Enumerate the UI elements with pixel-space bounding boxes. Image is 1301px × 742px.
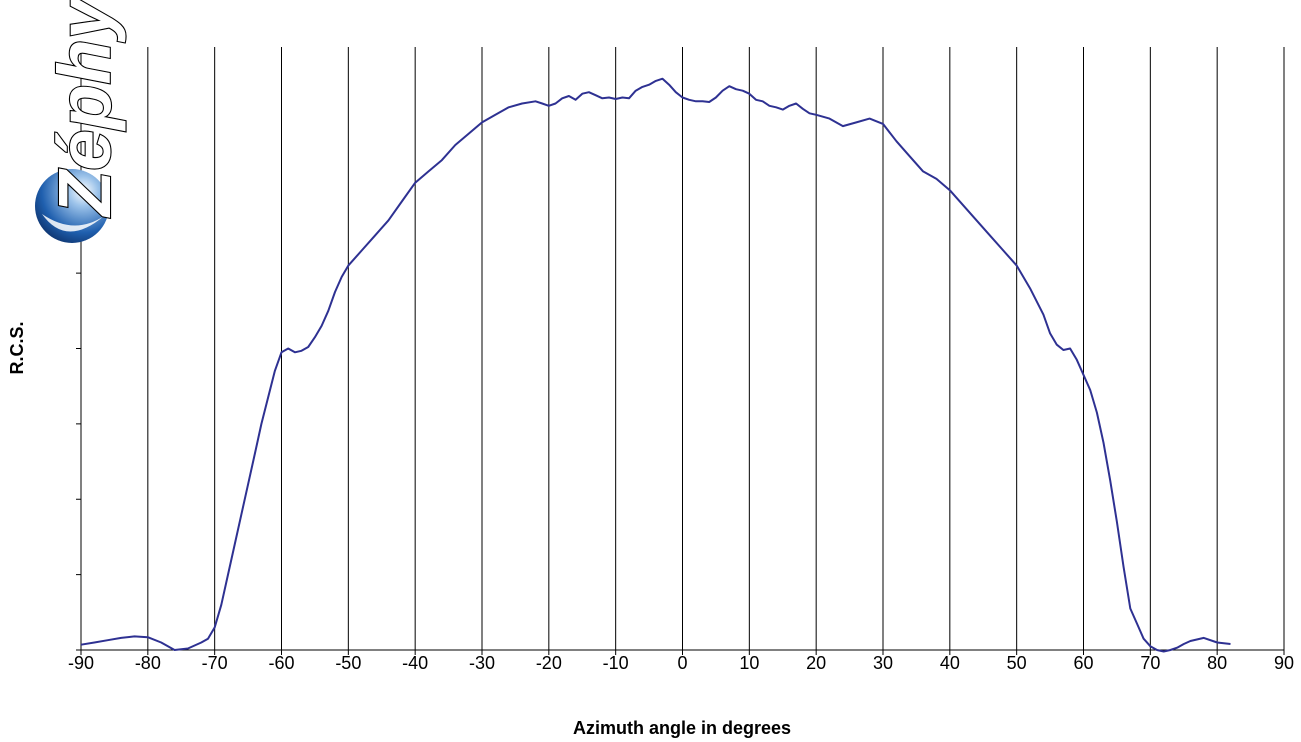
x-tick-label: 10 — [739, 653, 759, 673]
x-tick-label: -70 — [202, 653, 228, 673]
x-axis-title: Azimuth angle in degrees — [573, 718, 791, 738]
sphere-highlight — [42, 214, 104, 232]
x-tick-label: 40 — [940, 653, 960, 673]
x-tick-label: 30 — [873, 653, 893, 673]
rcs-series-line — [80, 77, 1231, 653]
zephyr-logo: Zéphyr — [35, 0, 127, 243]
x-tick-label: -10 — [603, 653, 629, 673]
x-tick-label: -40 — [402, 653, 428, 673]
y-axis-title: R.C.S. — [7, 321, 27, 374]
x-tick-label: 90 — [1274, 653, 1294, 673]
x-tick-label: 0 — [677, 653, 687, 673]
x-tick-label: -60 — [268, 653, 294, 673]
x-tick-label: -20 — [536, 653, 562, 673]
logo-text: Zéphyr — [43, 0, 126, 218]
x-tick-label: -50 — [335, 653, 361, 673]
x-tick-label: -30 — [469, 653, 495, 673]
x-tick-label: 80 — [1207, 653, 1227, 673]
x-tick-labels: -90 -80 -70 -60 -50 -40 -30 -20 -10 0 10 20 30 40 50 60… — [68, 653, 1294, 673]
x-tick-label: 70 — [1140, 653, 1160, 673]
vertical-gridlines — [147, 47, 1285, 650]
x-tick-label: 60 — [1073, 653, 1093, 673]
x-tick-label: -90 — [68, 653, 94, 673]
x-axis-ticks — [80, 650, 1285, 655]
x-tick-label: 20 — [806, 653, 826, 673]
x-tick-label: -80 — [135, 653, 161, 673]
x-tick-label: 50 — [1007, 653, 1027, 673]
